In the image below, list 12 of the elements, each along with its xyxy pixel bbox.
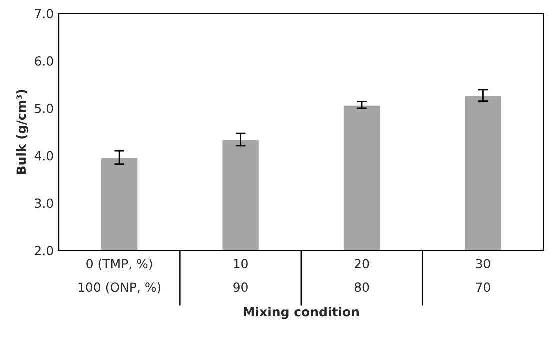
x-tick-label: 20 80 <box>354 259 370 292</box>
y-axis-title: Bulk (g/cm³) <box>16 90 29 174</box>
y-tick-label: 7.0 <box>35 9 54 19</box>
y-tick-label: 4.0 <box>34 151 54 161</box>
y-tick-label: 6.0 <box>35 56 54 66</box>
y-tick-label: 5.0 <box>35 104 54 114</box>
x-tick-label: 0 (TMP, %) 100 (ONP, %) <box>78 258 161 294</box>
y-tick-label: 3.0 <box>35 198 54 208</box>
x-axis-title: Mixing condition <box>244 307 359 320</box>
x-tick-label: 10 90 <box>234 259 248 292</box>
x-tick-label: 30 70 <box>476 259 490 292</box>
y-tick-label: 2.0 <box>35 246 54 256</box>
